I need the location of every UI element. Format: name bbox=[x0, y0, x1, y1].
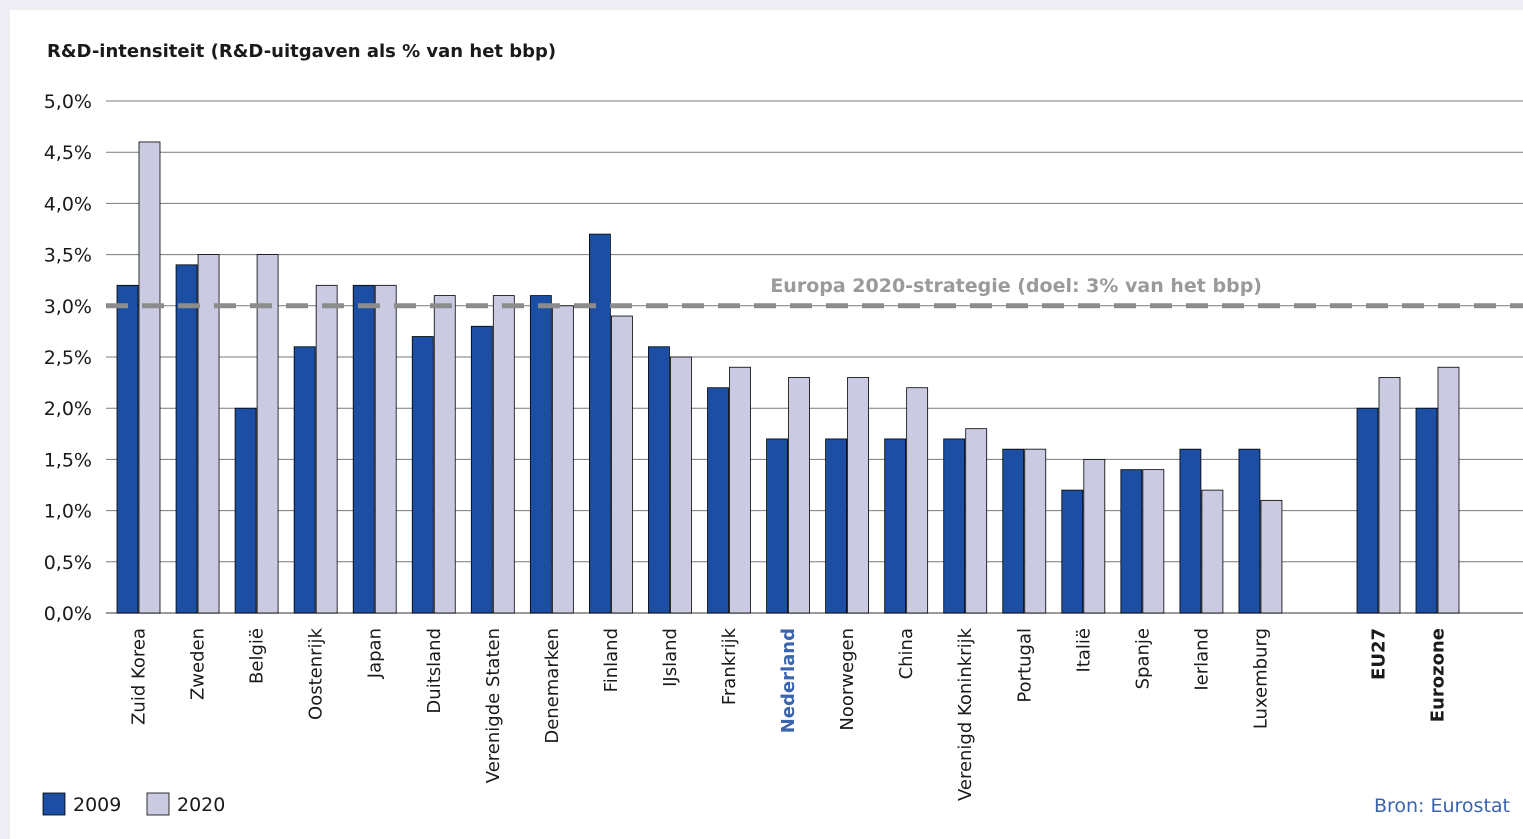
bar-2020 bbox=[374, 284, 397, 614]
x-tick-label: Italië bbox=[1073, 628, 1094, 672]
bar-2009 bbox=[1120, 469, 1143, 614]
bar-2009 bbox=[1415, 407, 1438, 614]
bar-2020 bbox=[315, 284, 338, 614]
x-tick-label: Japan bbox=[365, 628, 386, 679]
bar-2009 bbox=[707, 387, 729, 614]
bar-2020 bbox=[1378, 377, 1401, 614]
x-tick-label: Noorwegen bbox=[837, 628, 858, 731]
y-tick-label: 1,0% bbox=[44, 501, 92, 523]
bar-2009 bbox=[470, 325, 493, 614]
y-tick-label: 4,5% bbox=[44, 142, 92, 164]
x-tick-label: Verenigde Staten bbox=[483, 628, 504, 783]
bar-2009 bbox=[825, 438, 847, 614]
x-tick-label: Luxemburg bbox=[1250, 628, 1271, 729]
chart-panel: R&D-intensiteit (R&D-uitgaven als % van … bbox=[10, 10, 1523, 839]
y-tick-label: 4,0% bbox=[44, 193, 92, 215]
x-tick-label: Duitsland bbox=[424, 628, 445, 714]
x-tick-label: IJsland bbox=[660, 628, 681, 687]
x-tick-label: Denemarken bbox=[542, 628, 563, 744]
bar-2020 bbox=[847, 377, 869, 614]
bar-2020 bbox=[729, 366, 751, 614]
bar-2009 bbox=[175, 264, 198, 614]
x-tick-label: België bbox=[247, 628, 268, 684]
bar-2009 bbox=[1179, 448, 1202, 614]
y-tick-label: 0,0% bbox=[44, 603, 92, 625]
legend: 2009 2020 bbox=[42, 792, 225, 816]
bar-2020 bbox=[788, 377, 810, 614]
x-tick-label: Nederland bbox=[778, 628, 799, 733]
bar-2020 bbox=[1260, 499, 1283, 614]
x-tick-label: Zuid Korea bbox=[129, 628, 150, 725]
bar-2009 bbox=[411, 336, 434, 614]
bar-2020 bbox=[1024, 448, 1047, 614]
x-tick-label: Zweden bbox=[188, 628, 209, 700]
bar-2020 bbox=[138, 141, 161, 614]
bar-2020 bbox=[611, 315, 633, 614]
bar-2009 bbox=[766, 438, 788, 614]
legend-swatch-2020 bbox=[146, 792, 170, 816]
target-line-group: Europa 2020-strategie (doel: 3% van het … bbox=[106, 275, 1523, 309]
bar-2020 bbox=[197, 254, 220, 614]
y-tick-label: 1,5% bbox=[44, 449, 92, 471]
target-line-label: Europa 2020-strategie (doel: 3% van het … bbox=[770, 275, 1262, 297]
x-tick-label: Eurozone bbox=[1428, 628, 1449, 722]
legend-swatch-2009 bbox=[42, 792, 66, 816]
bar-2020 bbox=[1142, 469, 1165, 614]
bars bbox=[116, 141, 1460, 614]
y-tick-label: 3,0% bbox=[44, 296, 92, 318]
bar-2020 bbox=[1083, 458, 1106, 614]
bar-2020 bbox=[551, 305, 574, 614]
bar-2020 bbox=[492, 295, 515, 614]
bar-2009 bbox=[884, 438, 907, 614]
bar-2009 bbox=[1356, 407, 1379, 614]
bar-2020 bbox=[965, 428, 988, 614]
x-tick-label: Spanje bbox=[1132, 628, 1153, 689]
bar-2020 bbox=[1201, 489, 1224, 614]
y-axis-ticks: 0,0% 0,5% 1,0% 1,5% 2,0% 2,5% 3,0% 3,5% 4,0% 4,5%… bbox=[44, 91, 92, 625]
bar-2020 bbox=[433, 295, 456, 614]
bar-2020 bbox=[1437, 366, 1460, 614]
bar-2020 bbox=[256, 254, 279, 614]
y-tick-label: 2,5% bbox=[44, 347, 92, 369]
bar-2009 bbox=[234, 407, 257, 614]
bar-chart: R&D-intensiteit (R&D-uitgaven als % van … bbox=[42, 41, 1523, 817]
legend-label-2020: 2020 bbox=[177, 794, 225, 816]
x-tick-label: Frankrijk bbox=[719, 627, 740, 705]
y-tick-label: 5,0% bbox=[44, 91, 92, 113]
chart-title: R&D-intensiteit (R&D-uitgaven als % van … bbox=[47, 41, 556, 62]
x-tick-label: Portugal bbox=[1014, 628, 1035, 703]
bar-2009 bbox=[589, 233, 611, 614]
bar-2009 bbox=[116, 284, 139, 614]
x-tick-label: China bbox=[896, 628, 917, 679]
bar-2009 bbox=[352, 284, 375, 614]
bar-2009 bbox=[529, 295, 552, 614]
bar-2009 bbox=[1238, 448, 1261, 614]
source-note: Bron: Eurostat bbox=[1374, 795, 1510, 817]
x-tick-label: Finland bbox=[601, 628, 622, 692]
bar-2020 bbox=[670, 356, 692, 614]
x-tick-label: Oostenrijk bbox=[306, 627, 327, 720]
x-tick-label: Verenigd Koninkrijk bbox=[955, 627, 976, 801]
y-tick-label: 0,5% bbox=[44, 552, 92, 574]
x-tick-label: EU27 bbox=[1369, 628, 1390, 680]
y-tick-label: 3,5% bbox=[44, 245, 92, 267]
bar-2009 bbox=[293, 346, 316, 614]
y-tick-label: 2,0% bbox=[44, 398, 92, 420]
x-tick-label: Ierland bbox=[1191, 628, 1212, 691]
bar-2009 bbox=[943, 438, 966, 614]
bar-2009 bbox=[1002, 448, 1025, 614]
legend-label-2009: 2009 bbox=[73, 794, 121, 816]
bar-2009 bbox=[1061, 489, 1084, 614]
bar-2020 bbox=[906, 387, 929, 614]
x-axis-labels: Zuid Korea Zweden België Oostenrijk Japan Dui… bbox=[129, 627, 1449, 801]
bar-2009 bbox=[648, 346, 670, 614]
